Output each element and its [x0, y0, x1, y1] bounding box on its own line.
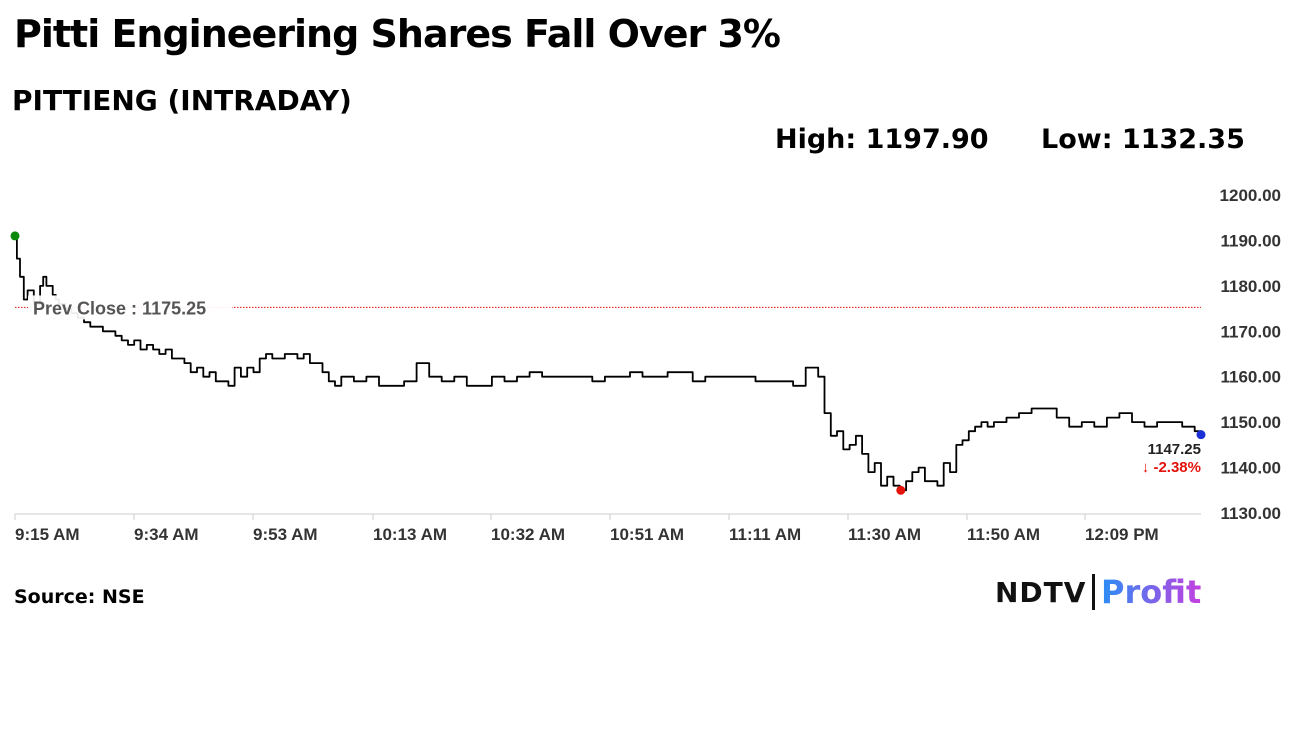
x-tick-label: 11:30 AM — [848, 525, 921, 544]
chart-subtitle: PITTIENG (INTRADAY) — [12, 84, 352, 117]
open-marker — [10, 231, 20, 241]
x-tick-label: 11:50 AM — [967, 525, 1040, 544]
y-tick-label: 1190.00 — [1220, 231, 1281, 250]
prev-close-label: Prev Close : 1175.25 — [33, 298, 206, 318]
high-value: 1197.90 — [865, 124, 989, 155]
x-tick-label: 9:15 AM — [15, 525, 80, 544]
logo-profit-wordmark: Profit — [1101, 573, 1201, 611]
y-tick-label: 1150.00 — [1220, 413, 1281, 432]
logo-ndtv-text: NDTV — [995, 575, 1087, 609]
y-tick-label: 1160.00 — [1220, 368, 1281, 387]
x-tick-label: 10:13 AM — [373, 525, 447, 544]
low-stat: Low: 1132.35 — [1041, 124, 1245, 155]
x-tick-label: 9:34 AM — [134, 525, 199, 544]
prev-close-label-bg — [28, 295, 232, 320]
low-value: 1132.35 — [1121, 124, 1245, 155]
chart-title: Pitti Engineering Shares Fall Over 3% — [14, 12, 781, 56]
x-tick-label: 12:09 PM — [1085, 525, 1159, 544]
x-tick-label: 11:11 AM — [729, 525, 801, 544]
high-label: High: — [775, 124, 857, 155]
y-tick-label: 1200.00 — [1220, 186, 1281, 205]
low-marker — [896, 485, 906, 495]
ndtv-profit-logo: NDTV Profit — [995, 572, 1211, 612]
last-marker — [1196, 430, 1206, 440]
change-label: ↓ -2.38% — [1142, 459, 1201, 476]
x-tick-label: 9:53 AM — [253, 525, 318, 544]
low-label: Low: — [1041, 124, 1113, 155]
y-tick-label: 1170.00 — [1220, 322, 1281, 341]
logo-divider — [1092, 574, 1096, 610]
y-tick-label: 1180.00 — [1220, 277, 1281, 296]
high-stat: High: 1197.90 — [775, 124, 989, 155]
x-tick-label: 10:51 AM — [610, 525, 684, 544]
price-series-line — [15, 235, 1202, 492]
x-tick-label: 10:32 AM — [491, 525, 565, 544]
logo-profit-text: Profit — [1101, 573, 1201, 611]
intraday-line-chart: 1200.00 1190.00 1180.00 1170.00 1160.00 1150.… — [10, 186, 1281, 544]
y-tick-label: 1130.00 — [1220, 504, 1281, 523]
last-value-label: 1147.25 — [1148, 441, 1201, 458]
source-note: Source: NSE — [14, 586, 145, 608]
y-tick-label: 1140.00 — [1220, 459, 1281, 478]
